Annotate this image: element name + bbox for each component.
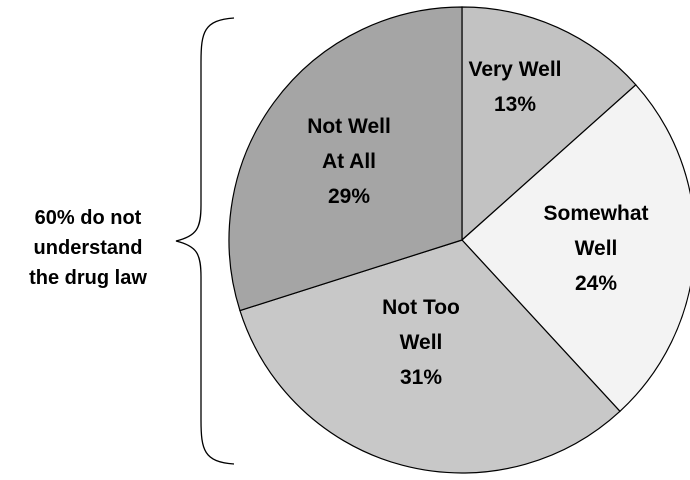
annotation-text: 60% do not understand the drug law: [29, 207, 147, 289]
slice-label-line: Not Too: [382, 296, 460, 319]
annotation-line: understand: [34, 237, 143, 259]
slice-label: Very Well 13%: [468, 58, 561, 116]
slice-label-line: Well: [400, 331, 443, 354]
pie-slice: [461, 83, 690, 413]
pie-slice: [228, 6, 463, 312]
slice-label-line: 29%: [328, 185, 370, 208]
slice-label: Somewhat Well 24%: [543, 202, 648, 295]
slice-label: Not Well At All 29%: [307, 115, 391, 208]
annotation-line: the drug law: [29, 267, 147, 289]
annotation-brace: [175, 17, 235, 465]
pie-slices: [228, 6, 690, 474]
slice-label-line: At All: [322, 150, 376, 173]
slice-label-line: 13%: [494, 93, 536, 116]
slice-label-line: Well: [575, 237, 618, 260]
pie-slice: [461, 6, 637, 242]
slice-label-line: Somewhat: [543, 202, 648, 225]
slice-labels: Very Well 13% Somewhat Well 24% Not Too Well 31…: [307, 58, 648, 389]
slice-label-line: 31%: [400, 366, 442, 389]
pie-slice: [239, 239, 621, 474]
annotation-label: 60% do not understand the drug law: [29, 207, 147, 289]
slice-label-line: 24%: [575, 272, 617, 295]
slice-label-line: Very Well: [468, 58, 561, 81]
slice-label-line: Not Well: [307, 115, 391, 138]
slice-label: Not Too Well 31%: [382, 296, 460, 389]
annotation-line: 60% do not: [35, 207, 142, 229]
